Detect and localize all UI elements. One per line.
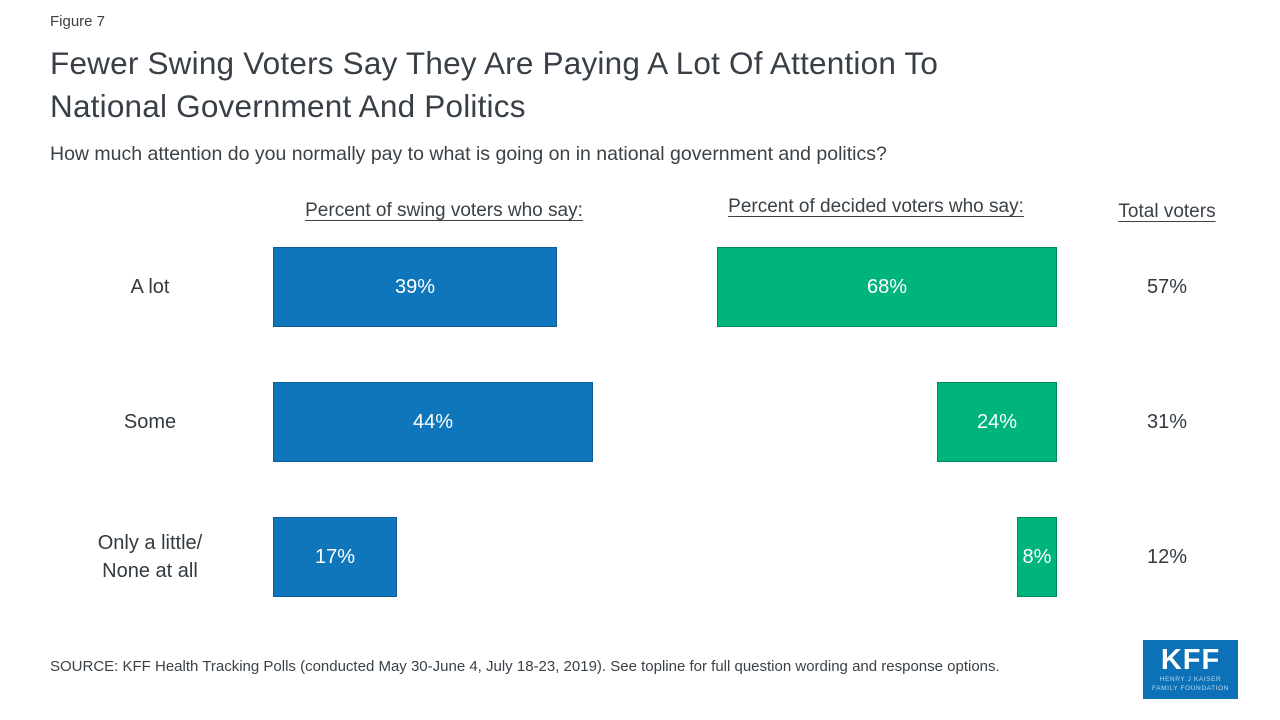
swing-bar-value: 44% <box>412 410 454 433</box>
total-value: 12% <box>1146 545 1188 568</box>
swing-bar: 39% <box>273 247 557 327</box>
swing-voters-column-header: Percent of swing voters who say: <box>305 200 583 221</box>
kff-logo: KFF HENRY J KAISER FAMILY FOUNDATION <box>1143 640 1238 699</box>
source-text: SOURCE: KFF Health Tracking Polls (condu… <box>50 658 1000 675</box>
swing-bar: 17% <box>273 517 397 597</box>
figure-label: Figure 7 <box>50 13 106 30</box>
category-label: A lot <box>130 276 170 298</box>
kff-logo-line1: HENRY J KAISER <box>1159 675 1222 683</box>
decided-bar-value: 68% <box>866 275 908 298</box>
total-value: 31% <box>1146 410 1188 433</box>
swing-bar-value: 17% <box>314 545 356 568</box>
category-label: Some <box>123 411 177 433</box>
total-value: 57% <box>1146 275 1188 298</box>
kff-logo-acronym: KFF <box>1160 643 1221 676</box>
total-voters-column-header: Total voters <box>1118 201 1216 222</box>
decided-bar: 24% <box>937 382 1057 462</box>
decided-bar-value: 8% <box>1022 545 1052 568</box>
swing-bar-value: 39% <box>394 275 436 298</box>
chart-title: Fewer Swing Voters Say They Are Paying A… <box>50 45 939 124</box>
decided-bar: 68% <box>717 247 1057 327</box>
kff-logo-line2: FAMILY FOUNDATION <box>1151 685 1229 692</box>
decided-voters-column-header: Percent of decided voters who say: <box>728 196 1024 217</box>
category-label: Only a little/ None at all <box>97 532 203 582</box>
decided-bar: 8% <box>1017 517 1057 597</box>
chart-subtitle: How much attention do you normally pay t… <box>50 143 887 165</box>
decided-bar-value: 24% <box>976 410 1018 433</box>
swing-bar: 44% <box>273 382 593 462</box>
